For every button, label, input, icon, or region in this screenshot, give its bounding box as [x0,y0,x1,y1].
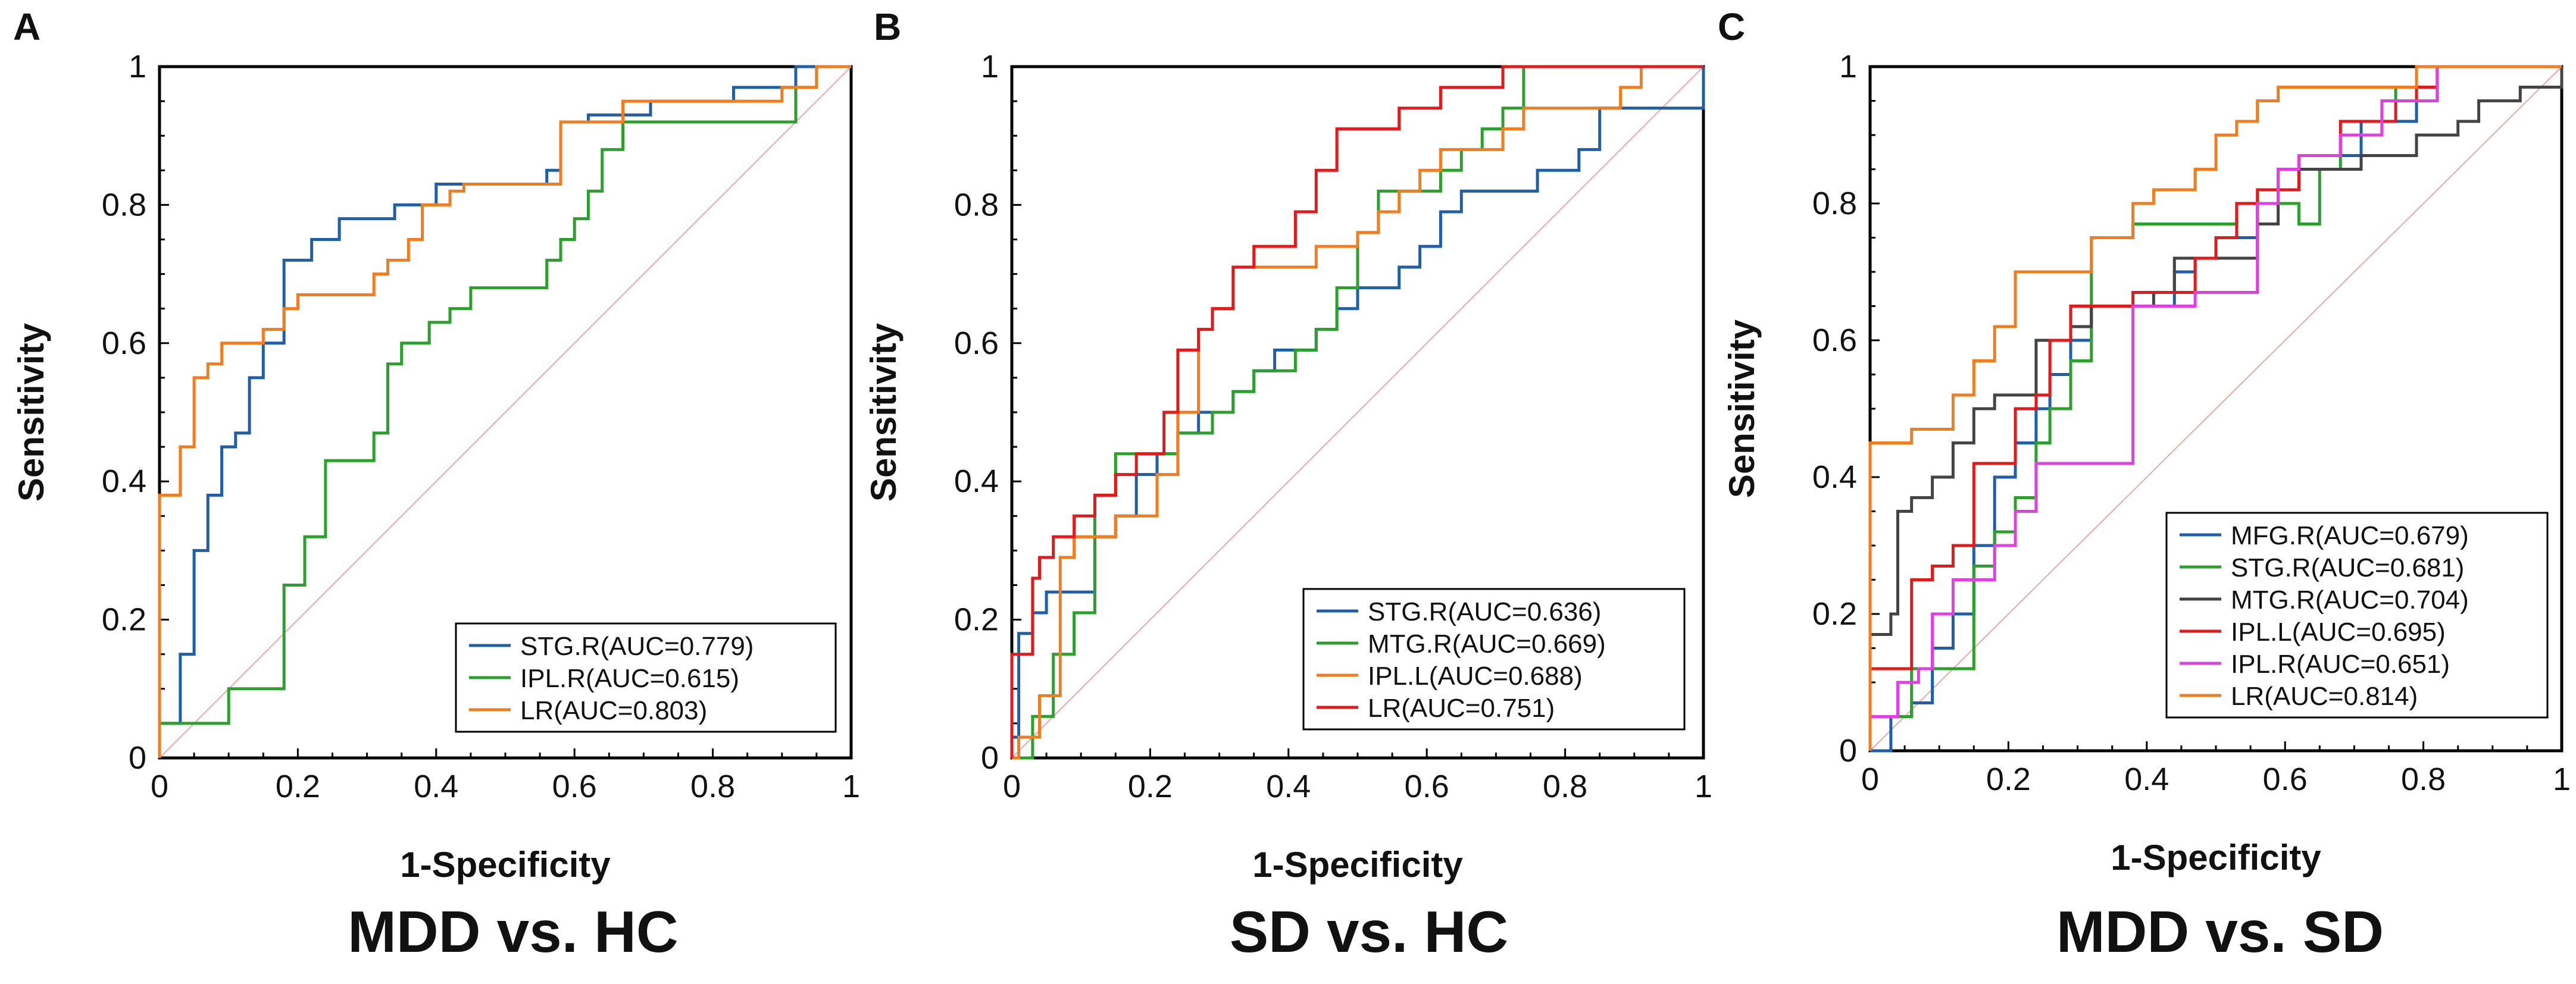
legend-entry: IPL.R(AUC=0.651) [2231,650,2450,679]
roc-curve-0 [158,65,851,758]
y-tick-label: 0.6 [954,325,999,361]
y-tick-label: 0.4 [954,463,999,499]
legend-entry: IPL.R(AUC=0.615) [520,664,739,693]
y-tick-label: 0.8 [102,187,146,223]
x-tick-label: 0 [151,769,168,804]
legend-entry: LR(AUC=0.803) [520,696,707,725]
x-axis-label: 1-Specificity [400,845,611,885]
legend: STG.R(AUC=0.636) MTG.R(AUC=0.669) IPL.L(AU… [1302,588,1686,731]
legend-entry: STG.R(AUC=0.636) [1368,597,1601,626]
y-tick-label: 0.6 [102,325,146,361]
roc-curve-2 [1012,65,1703,760]
chart-panel-a: 0 0.2 0.4 0.6 0.8 1 0 0.2 0.4 0.6 0.8 1 1-Specificit… [11,49,860,885]
y-tick-label: 0 [129,740,146,776]
x-tick-label: 1 [842,769,860,804]
chart-panel-b: 0 0.2 0.4 0.6 0.8 1 0 0.2 0.4 0.6 0.8 1 1-Specificit… [864,49,1712,885]
roc-curve-1 [158,65,851,758]
y-tick-label: 0.6 [1812,322,1857,358]
y-tick-label: 1 [129,49,146,84]
roc-curve-3 [1868,65,2562,751]
chart-panel-c: 0 0.2 0.4 0.6 0.8 1 0 0.2 0.4 0.6 0.8 1 1-Specificit… [1722,49,2571,878]
x-tick-label: 0.6 [2263,761,2308,797]
y-tick-label: 0.8 [1812,186,1857,221]
legend-entry: MTG.R(AUC=0.669) [1368,629,1606,659]
legend-entry: MTG.R(AUC=0.704) [2231,585,2469,615]
legend-entry: MFG.R(AUC=0.679) [2231,521,2469,550]
roc-curve-3 [1010,65,1703,758]
legend-box [455,622,837,733]
x-tick-label: 1 [2553,761,2571,797]
y-tick-label: 0.2 [1812,596,1857,632]
x-tick-label: 0.4 [1266,769,1311,804]
x-tick-label: 0.8 [1543,769,1587,804]
legend-entry: LR(AUC=0.751) [1368,694,1555,723]
y-tick-label: 1 [1839,49,1857,84]
x-tick-label: 0.4 [2124,761,2169,797]
subtitle-mdd-vs-hc: MDD vs. HC [348,899,679,964]
y-tick-label: 0.8 [954,187,999,223]
panel-letter-c: C [1718,5,1746,48]
subtitle-sd-vs-hc: SD vs. HC [1229,899,1509,964]
y-axis-label: Sensitivity [11,322,51,502]
legend-entry: IPL.L(AUC=0.695) [2231,618,2446,647]
panel-letter-a: A [13,5,41,48]
legend-box [1302,588,1686,731]
legend-box [2165,512,2549,719]
y-tick-label: 0.2 [102,602,146,638]
x-tick-label: 0.8 [2401,761,2446,797]
roc-curve-2 [158,65,851,758]
x-axis-label: 1-Specificity [2111,838,2321,878]
chance-diagonal [159,66,852,759]
panel-letter-b: B [874,5,902,48]
y-axis-label: Sensitivity [1722,319,1762,498]
x-tick-label: 1 [1695,769,1712,804]
roc-curve-5 [1868,65,2562,751]
x-tick-label: 0.6 [552,769,597,804]
y-tick-label: 1 [981,49,999,84]
legend-entry: LR(AUC=0.814) [2231,682,2418,711]
legend-entry: STG.R(AUC=0.779) [520,632,754,661]
legend: MFG.R(AUC=0.679) STG.R(AUC=0.681) MTG.R(AU… [2165,512,2549,719]
chance-diagonal [1870,66,2562,751]
y-tick-label: 0 [1839,733,1857,769]
x-tick-label: 0.2 [1986,761,2031,797]
chance-diagonal [1011,66,1704,759]
legend: STG.R(AUC=0.779) IPL.R(AUC=0.615) LR(AUC=0… [455,622,837,733]
x-tick-label: 0 [1861,761,1879,797]
legend-entry: STG.R(AUC=0.681) [2231,553,2464,582]
x-tick-label: 0 [1003,769,1021,804]
x-tick-label: 0.6 [1405,769,1449,804]
y-tick-label: 0.4 [1812,459,1857,495]
y-axis-label: Sensitivity [864,322,904,502]
y-tick-label: 0.2 [954,602,999,638]
subtitle-mdd-vs-sd: MDD vs. SD [2056,899,2384,964]
x-tick-label: 0.2 [276,769,320,804]
x-tick-label: 0.2 [1128,769,1173,804]
x-tick-label: 0.8 [690,769,735,804]
y-tick-label: 0 [981,740,999,776]
legend-entry: IPL.L(AUC=0.688) [1368,662,1583,691]
x-tick-label: 0.4 [414,769,458,804]
roc-curve-4 [1868,65,2562,751]
y-tick-label: 0.4 [102,463,146,499]
x-axis-label: 1-Specificity [1252,845,1463,885]
